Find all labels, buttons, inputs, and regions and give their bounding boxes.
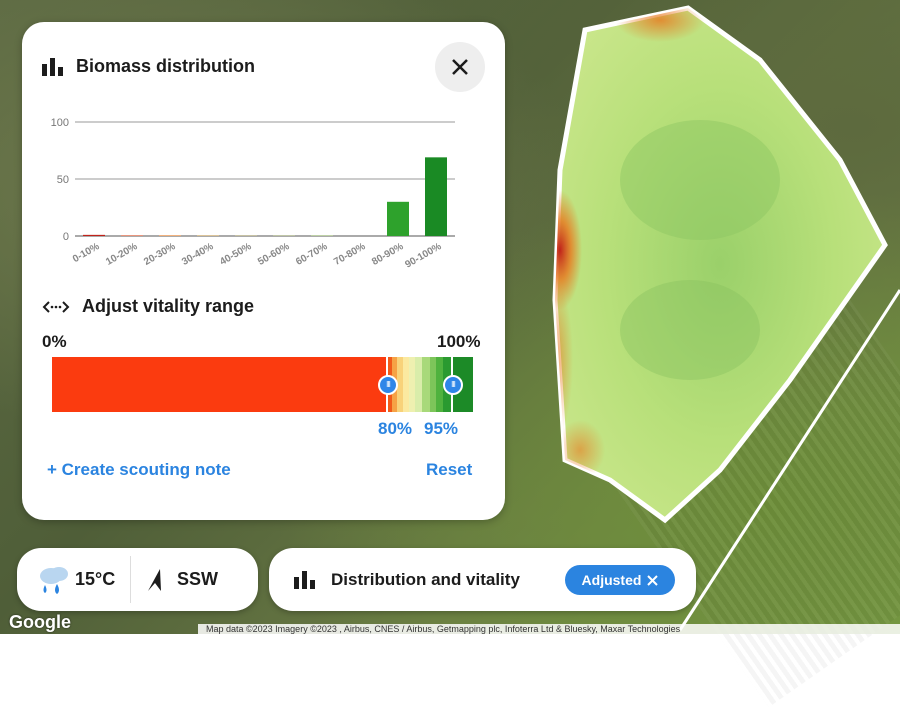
- range-low-handle[interactable]: III: [378, 375, 398, 395]
- x-tick-label: 60-70%: [294, 241, 329, 268]
- divider: [130, 556, 131, 603]
- adjusted-chip[interactable]: Adjusted: [565, 565, 675, 595]
- x-tick-label: 50-60%: [256, 241, 291, 268]
- x-tick-label: 20-30%: [142, 241, 177, 268]
- wind-arrow-icon: [148, 569, 166, 591]
- bar-20-30%: [159, 235, 181, 236]
- x-tick-label: 80-90%: [370, 241, 405, 268]
- bar-chart-icon: [42, 58, 64, 76]
- clear-icon[interactable]: [647, 575, 658, 586]
- y-tick-label: 50: [57, 174, 69, 186]
- wind-direction: SSW: [177, 569, 218, 590]
- bar-0-10%: [83, 235, 105, 236]
- x-tick-label: 90-100%: [403, 241, 443, 271]
- vitality-title: Adjust vitality range: [82, 296, 254, 317]
- range-high-handle[interactable]: III: [443, 375, 463, 395]
- vitality-range-bar[interactable]: [52, 357, 476, 412]
- x-tick-label: 40-50%: [218, 241, 253, 268]
- y-tick-label: 100: [51, 117, 69, 129]
- x-tick-label: 0-10%: [71, 241, 102, 265]
- bar-90-100%: [425, 157, 447, 236]
- range-min-label: 0%: [42, 332, 67, 352]
- weather-widget[interactable]: 15°C SSW: [17, 548, 258, 611]
- biomass-panel: Biomass distribution 0 50 100 0-10%10-20%20…: [22, 22, 505, 520]
- close-icon: [451, 58, 469, 76]
- selected-high-value: 95%: [424, 419, 458, 439]
- bar-10-20%: [121, 235, 143, 236]
- reset-link[interactable]: Reset: [426, 460, 472, 480]
- rain-cloud-icon: [37, 565, 71, 595]
- create-scouting-note-link[interactable]: + Create scouting note: [47, 460, 231, 480]
- bar-chart-icon: [294, 571, 316, 589]
- range-arrows-icon: [42, 300, 70, 314]
- y-tick-label: 0: [63, 231, 69, 243]
- map-attribution: Map data ©2023 Imagery ©2023 , Airbus, C…: [198, 624, 900, 634]
- bar-80-90%: [387, 202, 409, 236]
- biomass-chart: 0 50 100 0-10%10-20%20-30%30-40%40-50%50-60…: [22, 107, 505, 292]
- range-max-label: 100%: [437, 332, 480, 352]
- google-logo: Google: [9, 612, 71, 633]
- adjusted-chip-label: Adjusted: [582, 572, 642, 588]
- distribution-toggle[interactable]: Distribution and vitality Adjusted: [269, 548, 696, 611]
- panel-title: Biomass distribution: [76, 56, 255, 77]
- close-button[interactable]: [435, 42, 485, 92]
- x-tick-label: 10-20%: [104, 241, 139, 268]
- x-tick-label: 70-80%: [332, 241, 367, 268]
- field-boundary[interactable]: [555, 8, 885, 520]
- distribution-label: Distribution and vitality: [331, 570, 520, 590]
- x-tick-label: 30-40%: [180, 241, 215, 268]
- temperature: 15°C: [75, 569, 115, 590]
- selected-low-value: 80%: [378, 419, 412, 439]
